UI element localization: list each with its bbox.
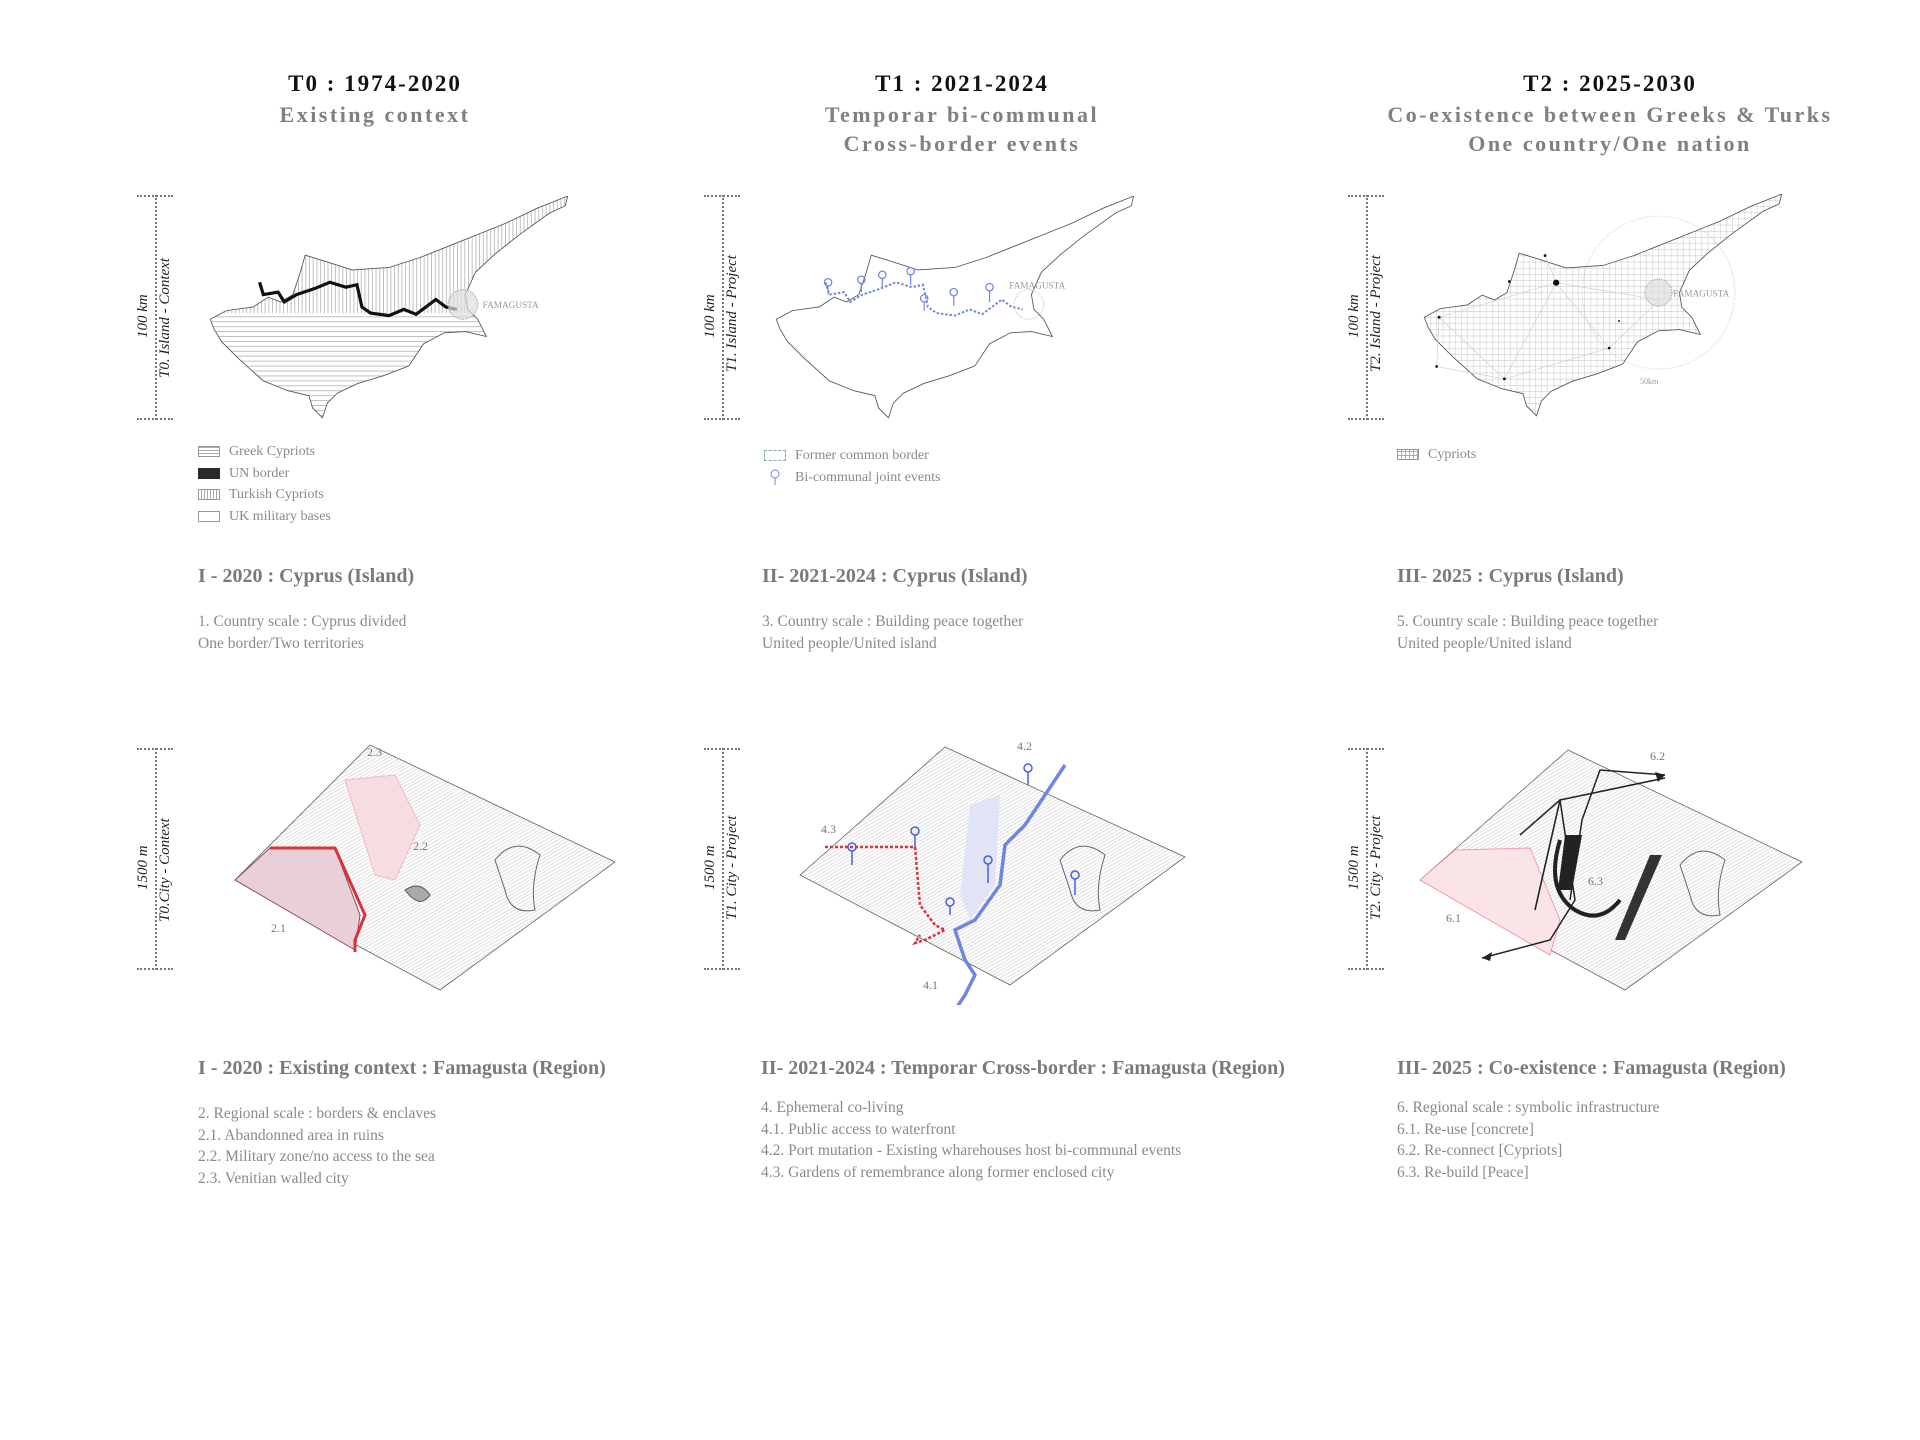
horizontal-hatch-swatch <box>198 446 220 458</box>
city-description: 4. Ephemeral co-living 4.1. Public acces… <box>761 1099 1182 1181</box>
scale-distance: 100 km <box>1346 294 1362 338</box>
city-map-events: 4.2 4.3 4.1 <box>799 739 1186 1005</box>
column-title: T0 : 1974-2020 <box>288 71 462 96</box>
legend-item: UK military bases <box>198 506 331 528</box>
city-dots <box>1435 254 1621 381</box>
map-label: 4.1 <box>923 978 938 992</box>
city-heading: III- 2025 : Co-existence : Famagusta (Re… <box>1397 1057 1786 1079</box>
pin-icon <box>770 469 780 486</box>
column-subtitle: Co-existence between Greeks & Turks One … <box>1387 102 1833 156</box>
legend-item: Turkish Cypriots <box>198 484 331 506</box>
empty-swatch <box>198 510 220 522</box>
rebuild-arc <box>1553 839 1622 918</box>
place-label: FAMAGUSTA <box>1009 280 1065 290</box>
column-title: T2 : 2025-2030 <box>1523 71 1697 96</box>
place-label: FAMAGUSTA <box>483 300 539 310</box>
scale-label: T2. Island - Project <box>1368 255 1384 372</box>
scale-label: T1. Island - Project <box>724 255 740 372</box>
city-scale-bar <box>137 748 177 970</box>
remembrance-garden-path <box>825 845 948 946</box>
island-map-events: FAMAGUSTA <box>775 196 1135 419</box>
city-description: 2. Regional scale : borders & enclaves 2… <box>198 1105 437 1187</box>
island-map-unified: FAMAGUSTA 50km <box>1423 194 1783 417</box>
scale-label: T0.City - Context <box>157 818 173 922</box>
legend: Cypriots <box>1397 444 1476 466</box>
radius-label: 50km <box>1640 377 1659 386</box>
column-title: T1 : 2021-2024 <box>875 71 1049 96</box>
un-border-line <box>258 280 458 318</box>
island-description: 1. Country scale : Cyprus divided One bo… <box>198 613 407 652</box>
legend-item: UN border <box>198 463 331 485</box>
map-label: 2.3 <box>367 745 382 759</box>
legend-item: Cypriots <box>1397 444 1476 466</box>
famagusta-circle <box>447 289 479 320</box>
place-label: FAMAGUSTA <box>1673 288 1729 298</box>
island-scale-bar <box>1348 195 1388 420</box>
solid-black-swatch <box>198 467 220 479</box>
island-description: 3. Country scale : Building peace togeth… <box>762 613 1024 652</box>
island-description: 5. Country scale : Building peace togeth… <box>1397 613 1659 652</box>
reuse-arrow <box>1481 798 1576 959</box>
scale-label: T1. City - Project <box>724 815 740 920</box>
legend-item: Bi-communal joint events <box>764 467 940 489</box>
island-map-divided: FAMAGUSTA <box>209 196 569 419</box>
legend: Former common border Bi-communal joint e… <box>764 445 940 488</box>
scale-distance: 1500 m <box>135 845 151 890</box>
island-heading: II- 2021-2024 : Cyprus (Island) <box>762 565 1028 587</box>
legend-item: Greek Cypriots <box>198 441 331 463</box>
event-pins <box>823 266 994 311</box>
city-map-coexistence: 6.2 6.3 6.1 <box>1419 749 1803 991</box>
scale-distance: 1500 m <box>1346 845 1362 890</box>
island-heading: III- 2025 : Cyprus (Island) <box>1397 565 1624 587</box>
grid-swatch <box>1397 449 1419 461</box>
map-label: 2.1 <box>271 921 286 935</box>
legend: Greek Cypriots UN border Turkish Cypriot… <box>198 441 331 527</box>
city-heading: II- 2021-2024 : Temporar Cross-border : … <box>761 1057 1285 1079</box>
legend-item: Former common border <box>764 445 940 467</box>
city-description: 6. Regional scale : symbolic infrastruct… <box>1397 1099 1660 1181</box>
scale-distance: 100 km <box>135 294 151 338</box>
event-pins <box>847 763 1080 915</box>
former-border-line <box>824 281 1023 317</box>
map-label: 4.2 <box>1017 739 1032 753</box>
vertical-hatch-swatch <box>198 489 220 501</box>
map-label: 2.2 <box>413 839 428 853</box>
island-scale-bar <box>137 195 177 420</box>
map-label: 6.2 <box>1650 749 1665 763</box>
city-scale-bar <box>1348 748 1388 970</box>
scale-label: T0. Island - Context <box>157 258 173 378</box>
dashed-outline-swatch <box>764 450 786 462</box>
column-subtitle: Temporar bi-communal Cross-border events <box>824 102 1100 156</box>
column-subtitle: Existing context <box>279 102 471 127</box>
island-heading: I - 2020 : Cyprus (Island) <box>198 565 415 587</box>
city-map-existing: 2.3 2.2 2.1 <box>234 744 616 991</box>
scale-distance: 1500 m <box>702 845 718 890</box>
waterfront-path <box>952 764 1067 1005</box>
map-label: 4.3 <box>821 822 836 836</box>
island-scale-bar <box>704 195 744 420</box>
city-heading: I - 2020 : Existing context : Famagusta … <box>198 1057 606 1079</box>
city-scale-bar <box>704 748 744 970</box>
map-label: 6.3 <box>1588 874 1603 888</box>
map-label: 6.1 <box>1446 911 1461 925</box>
scale-label: T2. City - Project <box>1368 815 1384 920</box>
scale-distance: 100 km <box>702 294 718 338</box>
